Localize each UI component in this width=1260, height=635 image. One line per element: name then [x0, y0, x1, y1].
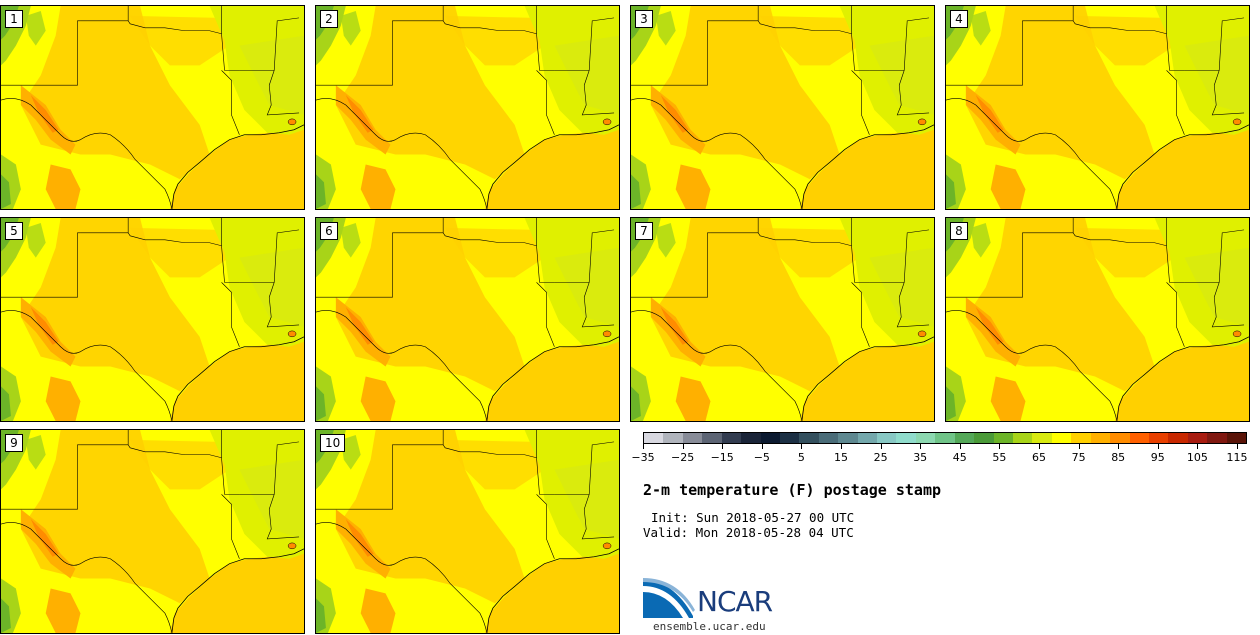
- panel-label: 8: [950, 222, 968, 240]
- colorbar-tick: [1237, 444, 1238, 449]
- colorbar-swatch: [663, 433, 683, 443]
- colorbar-swatch: [877, 433, 897, 443]
- colorbar-swatch: [741, 433, 761, 443]
- colorbar-swatch: [1090, 433, 1111, 443]
- colorbar-tick: [880, 444, 882, 449]
- map-panel-3: 3: [630, 5, 935, 210]
- colorbar-tick: [1197, 444, 1199, 449]
- colorbar-swatch: [721, 433, 742, 443]
- colorbar-swatch: [1110, 433, 1130, 443]
- colorbar-swatch: [954, 433, 975, 443]
- colorbar-tick-label: 85: [1111, 451, 1126, 464]
- colorbar-tick-label: 95: [1150, 451, 1165, 464]
- panel-label: 7: [635, 222, 653, 240]
- map-panel-4: 4: [945, 5, 1250, 210]
- site-url: ensemble.ucar.edu: [653, 620, 766, 633]
- colorbar-swatch: [1207, 433, 1227, 443]
- colorbar-tick-label: 65: [1032, 451, 1046, 464]
- colorbar-swatch: [799, 433, 819, 443]
- map-panel-1: 1: [0, 5, 305, 210]
- colorbar-swatch: [779, 433, 800, 443]
- colorbar-tick: [761, 444, 763, 449]
- map-panel-6: 6: [315, 217, 620, 422]
- colorbar-tick: [1118, 444, 1120, 449]
- colorbar-swatch: [702, 433, 722, 443]
- colorbar-swatch: [838, 433, 858, 443]
- colorbar-tick-label: −5: [753, 451, 770, 464]
- colorbar-tick: [999, 444, 1001, 449]
- panel-label: 4: [950, 10, 968, 28]
- colorbar-tick: [1039, 444, 1040, 449]
- colorbar-swatch: [1129, 433, 1149, 443]
- colorbar-tick: [841, 444, 842, 449]
- colorbar-tick-label: −35: [631, 451, 655, 464]
- map-panel-10: 10: [315, 429, 620, 634]
- panel-label: 1: [5, 10, 23, 28]
- panel-label: 10: [320, 434, 346, 452]
- ncar-logo-icon: [643, 578, 695, 618]
- colorbar-swatch: [1071, 433, 1091, 443]
- colorbar-tick-label: 35: [913, 451, 928, 464]
- panel-label: 9: [5, 434, 23, 452]
- colorbar-swatch: [1226, 433, 1247, 443]
- colorbar-swatch: [915, 433, 936, 443]
- map-panel-2: 2: [315, 5, 620, 210]
- colorbar-tick: [920, 444, 922, 449]
- colorbar-tick-label: 25: [873, 451, 888, 464]
- colorbar-tick-label: 105: [1186, 451, 1208, 464]
- panel-label: 3: [635, 10, 653, 28]
- map-panel-7: 7: [630, 217, 935, 422]
- panel-label: 6: [320, 222, 338, 240]
- colorbar-tick-label: −15: [710, 451, 734, 464]
- colorbar-tick: [959, 444, 961, 449]
- map-panel-9: 9: [0, 429, 305, 634]
- colorbar-tick-label: 55: [992, 451, 1007, 464]
- colorbar-tick: [722, 444, 724, 449]
- colorbar-tick-label: 5: [797, 451, 805, 464]
- valid-time: Valid: Mon 2018-05-28 04 UTC: [643, 525, 854, 540]
- colorbar-tick: [801, 444, 803, 449]
- map-panel-5: 5: [0, 217, 305, 422]
- colorbar-swatch: [760, 433, 780, 443]
- colorbar-swatch: [974, 433, 994, 443]
- logo-text: NCAR: [697, 585, 773, 618]
- panel-label: 5: [5, 222, 23, 240]
- panel-label: 2: [320, 10, 338, 28]
- colorbar-swatch: [935, 433, 955, 443]
- colorbar-ticks: −35 −25 −15 −5 5 15 25 35 45 55 65 75 85 95 105 115: [631, 444, 1248, 468]
- colorbar-tick-label: −25: [670, 451, 695, 464]
- colorbar-swatch: [1148, 433, 1169, 443]
- colorbar-tick: [1078, 444, 1080, 449]
- colorbar-swatch: [1013, 433, 1033, 443]
- colorbar-tick-label: 75: [1071, 451, 1086, 464]
- colorbar-swatch: [1051, 433, 1072, 443]
- init-time: Init: Sun 2018-05-27 00 UTC: [651, 510, 855, 525]
- plot-title: 2-m temperature (F) postage stamp: [643, 481, 942, 499]
- colorbar-swatch: [1168, 433, 1188, 443]
- colorbar: [643, 432, 1247, 444]
- colorbar-swatch: [644, 433, 664, 443]
- colorbar-tick-label: 45: [952, 451, 967, 464]
- colorbar-tick: [1157, 444, 1159, 449]
- colorbar-swatch: [896, 433, 916, 443]
- colorbar-swatch: [682, 433, 703, 443]
- colorbar-swatch: [857, 433, 878, 443]
- colorbar-tick: [643, 444, 644, 449]
- colorbar-tick-label: 15: [834, 451, 848, 464]
- colorbar-tick-label: 115: [1226, 451, 1248, 464]
- colorbar-swatch: [1032, 433, 1052, 443]
- colorbar-swatch: [818, 433, 839, 443]
- map-panel-8: 8: [945, 217, 1250, 422]
- colorbar-swatch: [993, 433, 1014, 443]
- colorbar-swatch: [1187, 433, 1208, 443]
- colorbar-tick: [682, 444, 684, 449]
